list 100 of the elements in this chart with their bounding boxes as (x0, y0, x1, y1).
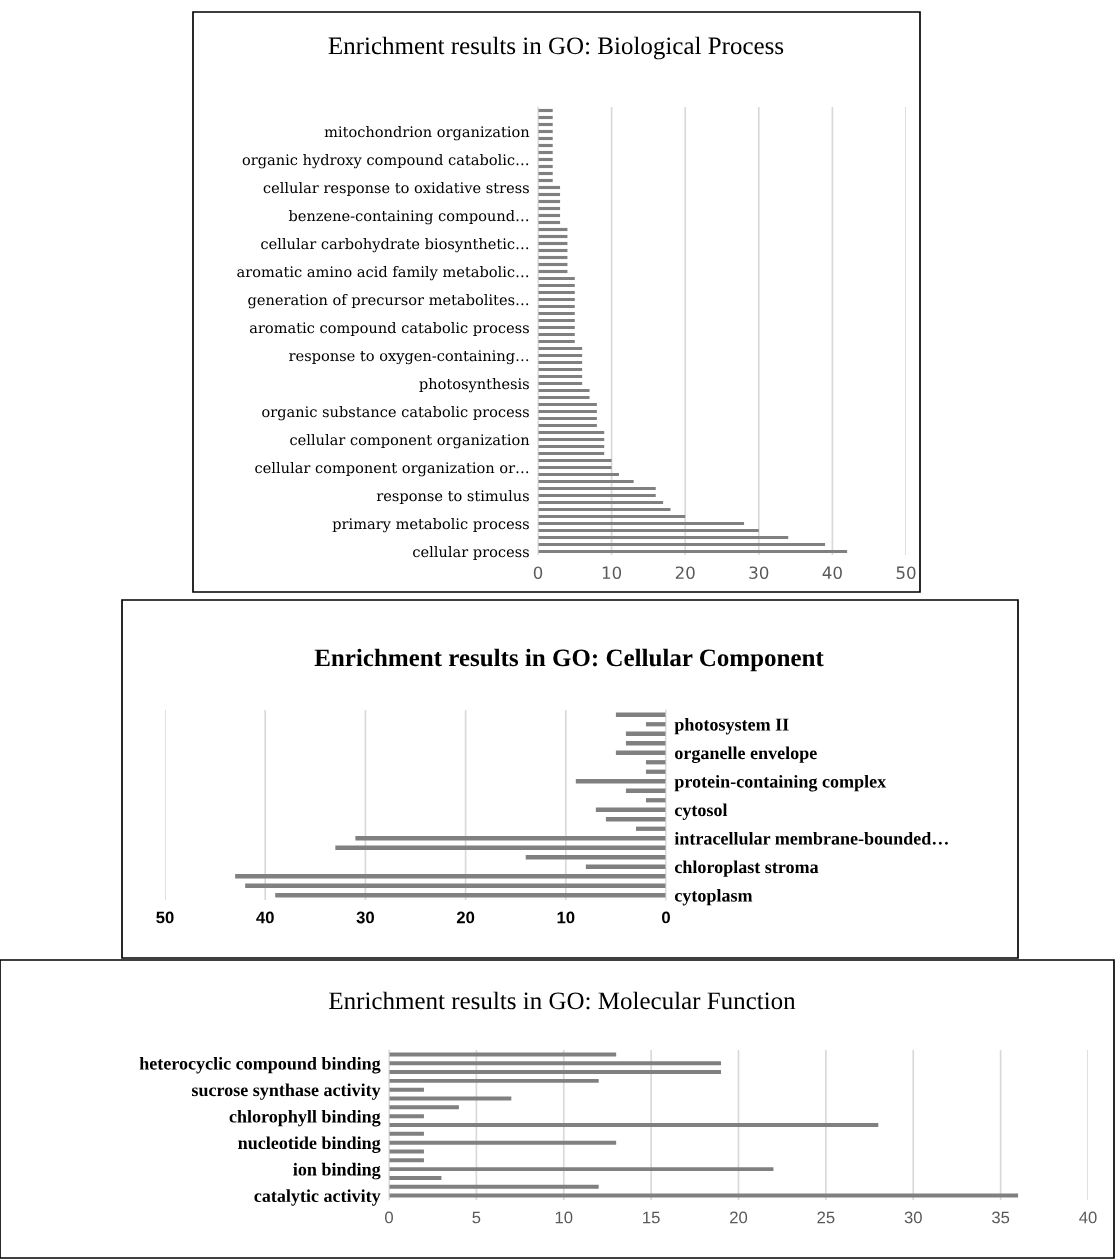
bar (538, 479, 634, 484)
bar (538, 220, 561, 225)
bar (538, 318, 575, 323)
y-tick-label: cellular component organization (290, 433, 530, 449)
bar (538, 241, 568, 246)
bar (538, 416, 597, 421)
bar (538, 458, 612, 463)
x-tick-label: 50 (156, 911, 174, 924)
x-tick-label: 20 (456, 911, 475, 924)
x-tick-label: 10 (555, 1211, 573, 1224)
bar (538, 199, 561, 204)
y-tick-label: response to oxygen-containing… (289, 350, 529, 365)
bar (625, 731, 666, 736)
bar (538, 192, 561, 197)
x-tick-label: 10 (602, 566, 622, 580)
y-tick-label: photosynthesis (419, 377, 529, 393)
y-tick-label: cellular process (413, 545, 529, 561)
bar (538, 465, 612, 470)
bar (538, 346, 583, 351)
bar (538, 325, 575, 330)
bar (538, 430, 605, 435)
bar (389, 1061, 722, 1066)
bar (389, 1131, 424, 1136)
y-tick-label: response to stimulus (376, 489, 529, 505)
x-tick-label: 10 (557, 911, 575, 924)
bar (538, 542, 826, 547)
x-tick-label: 35 (991, 1211, 1010, 1224)
bar (538, 423, 597, 428)
bar (625, 741, 666, 746)
bar (389, 1167, 774, 1172)
y-tick-label: organic substance catabolic process (262, 405, 529, 421)
y-tick-label: benzene-containing compound… (288, 209, 529, 225)
bar (389, 1123, 879, 1127)
bar (389, 1087, 424, 1092)
bar (575, 779, 666, 784)
bar (538, 388, 590, 393)
y-tick-label: cellular carbohydrate biosynthetic… (261, 237, 529, 253)
chart-title: Enrichment results in GO: Biological Process (328, 36, 784, 60)
bar (389, 1184, 599, 1189)
bar (389, 1070, 722, 1075)
bar (538, 297, 575, 302)
x-tick-label: 0 (662, 911, 670, 924)
bar (538, 521, 745, 526)
y-tick-label: chloroplast stroma (674, 860, 819, 877)
bar (335, 845, 666, 850)
bar (538, 402, 597, 407)
x-tick-label: 20 (730, 1211, 748, 1224)
bar (389, 1096, 512, 1101)
bar (538, 290, 575, 295)
bar (538, 136, 553, 141)
bar (245, 883, 666, 888)
y-tick-label: cytoplasm (674, 888, 753, 906)
bar (538, 178, 553, 183)
bar (538, 122, 553, 127)
bar (625, 788, 666, 793)
bar (538, 444, 605, 449)
bar (538, 353, 583, 358)
y-tick-label: mitochondrion organization (324, 125, 530, 141)
y-tick-label: photosystem II (674, 717, 789, 735)
bar (389, 1105, 459, 1110)
y-tick-label: cellular response to oxidative stress (263, 181, 529, 197)
y-tick-label: catalytic activity (254, 1189, 381, 1206)
bar (538, 164, 553, 169)
bar (538, 486, 656, 491)
y-tick-label: heterocyclic compound binding (139, 1056, 381, 1074)
y-tick-label: intracellular membrane-bounded… (674, 831, 948, 845)
bar (389, 1158, 424, 1163)
bar (538, 437, 605, 442)
x-tick-label: 30 (749, 566, 769, 580)
y-tick-label: primary metabolic process (332, 517, 529, 533)
x-tick-label: 0 (533, 566, 543, 580)
bar (538, 549, 848, 554)
y-tick-label: protein-containing complex (674, 774, 887, 792)
bar (538, 535, 789, 540)
bar (538, 129, 553, 134)
bar (538, 269, 568, 274)
y-tick-label: organic hydroxy compound catabolic… (242, 153, 529, 169)
bar (538, 360, 583, 365)
bar (538, 332, 575, 337)
y-tick-label: aromatic amino acid family metabolic… (237, 265, 529, 281)
x-tick-label: 50 (896, 566, 916, 580)
bar (538, 206, 561, 211)
bar (635, 826, 666, 831)
bar (538, 395, 590, 400)
bar (389, 1114, 424, 1119)
x-tick-label: 30 (356, 911, 374, 924)
bar (389, 1175, 442, 1180)
bar (538, 472, 619, 477)
bar (538, 283, 575, 288)
bar (615, 750, 666, 755)
bar (538, 276, 575, 281)
bar (615, 712, 666, 717)
bar (538, 157, 553, 162)
bar (538, 528, 759, 533)
x-tick-label: 40 (822, 566, 842, 580)
bar (525, 855, 666, 860)
bar (538, 367, 583, 372)
y-tick-label: sucrose synthase activity (191, 1083, 381, 1100)
y-tick-label: aromatic compound catabolic process (249, 321, 529, 337)
x-tick-label: 40 (1079, 1211, 1097, 1224)
